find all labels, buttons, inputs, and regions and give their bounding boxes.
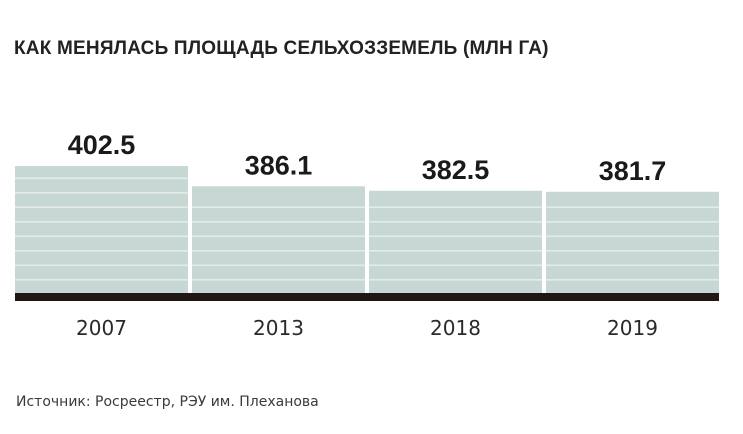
bar-stripe [546, 206, 719, 209]
bar-2019 [546, 191, 719, 293]
bar-stripe [15, 221, 188, 223]
bar [192, 186, 365, 293]
source-note: Источник: Росреестр, РЭУ им. Плеханова [16, 394, 319, 410]
value-label: 402.5 [68, 130, 136, 160]
chart-title: КАК МЕНЯЛАСЬ ПЛОЩАДЬ СЕЛЬХОЗЗЕМЕЛЬ (МЛН … [14, 38, 549, 59]
bar-stripe [15, 264, 188, 267]
bar-stripe [546, 279, 719, 281]
x-tick-label: 2019 [607, 316, 658, 340]
bar-stripe [15, 206, 188, 209]
bar-stripe [192, 264, 365, 267]
bar-stripe [546, 264, 719, 267]
bar-stripe [369, 235, 542, 238]
bar-stripe [192, 206, 365, 209]
bar-stripe [369, 264, 542, 267]
bar-chart: 402.5 386.1 382.5 381.7 2007 2013 2018 2019 [15, 130, 719, 340]
bar-stripe [369, 221, 542, 223]
bar-stripe [15, 279, 188, 281]
bar-2013 [192, 186, 365, 293]
bar-2018 [369, 190, 542, 293]
labels-layer: 402.5 386.1 382.5 381.7 [68, 130, 667, 186]
bar-stripe [369, 206, 542, 209]
bar [369, 190, 542, 293]
bars-layer [15, 166, 719, 293]
x-tick-label: 2013 [253, 316, 304, 340]
bar-stripe [192, 221, 365, 223]
bar-stripe [192, 279, 365, 281]
bar-stripe [15, 235, 188, 238]
bar-stripe [369, 279, 542, 281]
bar [546, 191, 719, 293]
value-label: 382.5 [422, 155, 490, 185]
bar-stripe [192, 235, 365, 238]
x-tick-label: 2007 [76, 316, 127, 340]
bar-stripe [15, 177, 188, 180]
value-label: 386.1 [245, 150, 313, 180]
bar-stripe [546, 221, 719, 223]
value-label: 381.7 [599, 156, 667, 186]
bar-stripe [369, 250, 542, 252]
bar-stripe [15, 192, 188, 194]
baseline-axis [15, 293, 719, 301]
bar-stripe [546, 250, 719, 252]
bar [15, 166, 188, 293]
ticks-layer: 2007 2013 2018 2019 [76, 316, 658, 340]
x-tick-label: 2018 [430, 316, 481, 340]
bar-2007 [15, 166, 188, 293]
bar-stripe [192, 250, 365, 252]
bar-stripe [546, 235, 719, 238]
bar-stripe [15, 250, 188, 252]
